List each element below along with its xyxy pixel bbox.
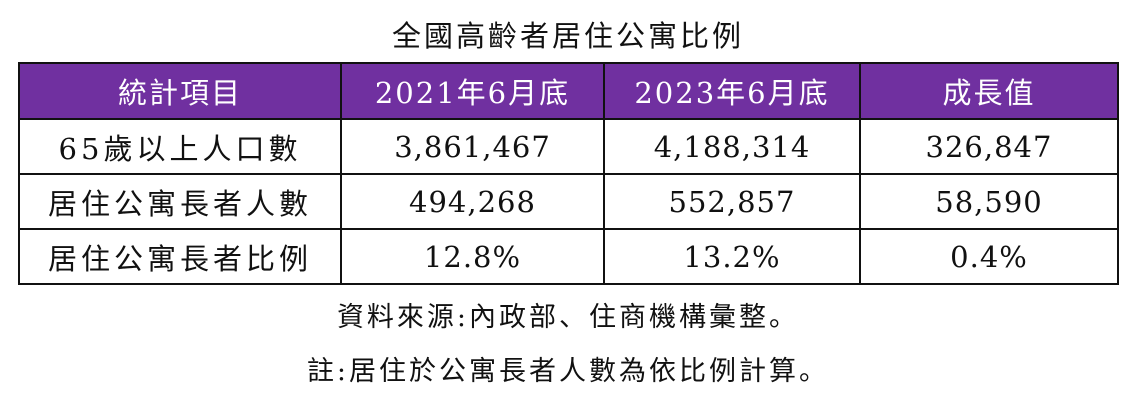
cell-2021: 12.8% [340,228,605,285]
cell-growth: 58,590 [859,173,1119,230]
row-label: 65歲以上人口數 [18,118,342,175]
header-cell-item: 統計項目 [18,62,342,120]
header-cell-2021: 2021年6月底 [340,62,605,120]
cell-2023: 13.2% [603,228,861,285]
header-cell-growth: 成長值 [859,62,1119,120]
cell-2023: 552,857 [603,173,861,230]
table-row: 居住公寓長者人數 494,268 552,857 58,590 [18,173,1119,230]
cell-growth: 326,847 [859,118,1119,175]
table-row: 65歲以上人口數 3,861,467 4,188,314 326,847 [18,118,1119,175]
row-label: 居住公寓長者人數 [18,173,342,230]
statistics-table: 統計項目 2021年6月底 2023年6月底 成長值 65歲以上人口數 3,86… [18,62,1119,285]
table-row: 居住公寓長者比例 12.8% 13.2% 0.4% [18,228,1119,285]
header-cell-2023: 2023年6月底 [603,62,861,120]
source-note: 資料來源:內政部、住商機構彙整。 [336,302,800,333]
table-header-row: 統計項目 2021年6月底 2023年6月底 成長值 [18,62,1119,120]
cell-2021: 494,268 [340,173,605,230]
cell-2023: 4,188,314 [603,118,861,175]
cell-growth: 0.4% [859,228,1119,285]
row-label: 居住公寓長者比例 [18,228,342,285]
footnote: 註:居住於公寓長者人數為依比例計算。 [306,356,830,387]
table-title: 全國高齡者居住公寓比例 [391,19,744,53]
cell-2021: 3,861,467 [340,118,605,175]
